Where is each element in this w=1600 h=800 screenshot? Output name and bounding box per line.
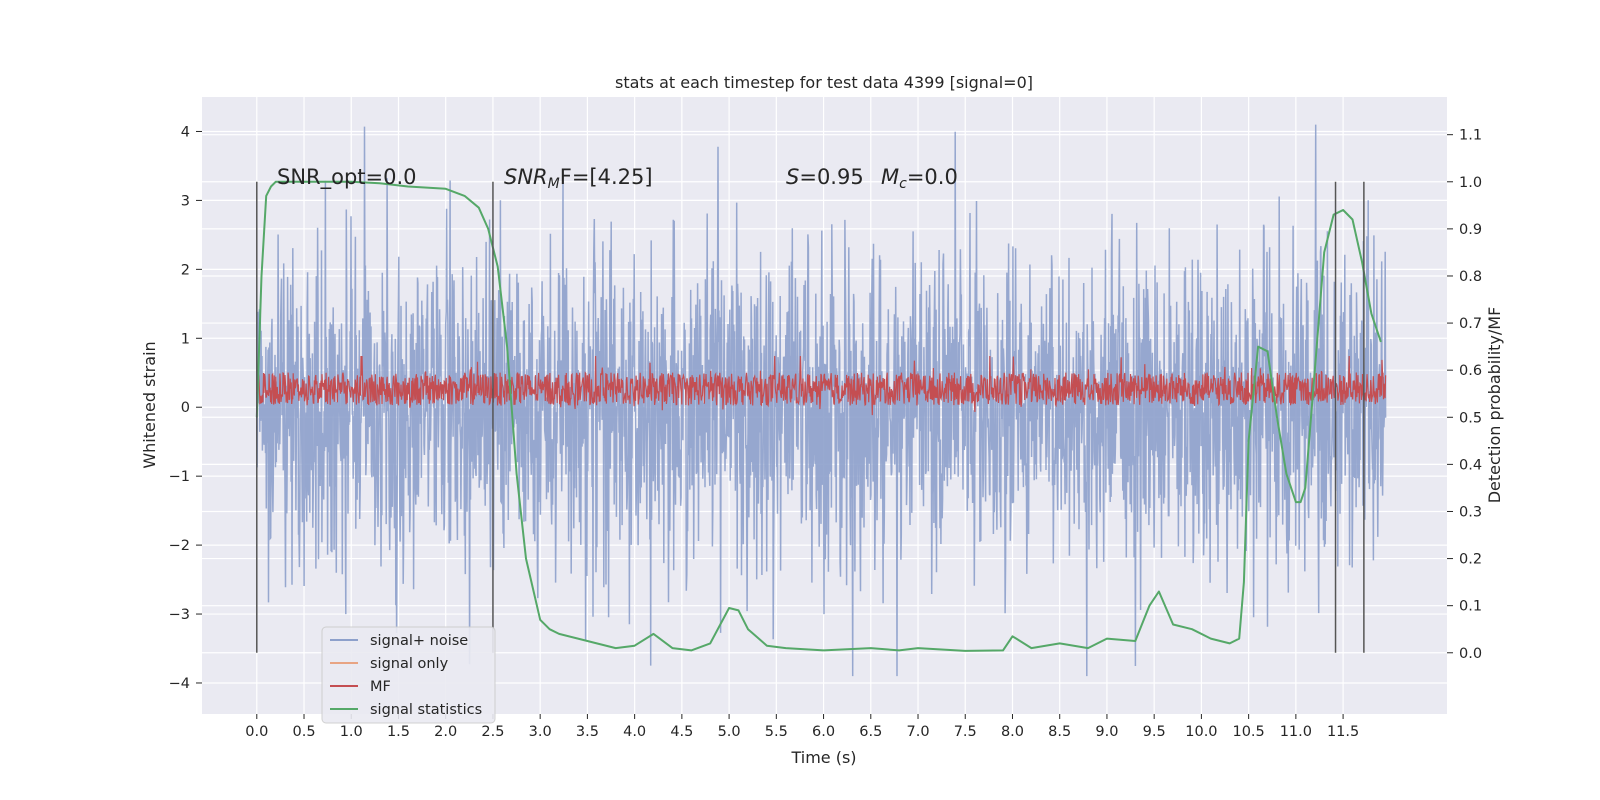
annotation-snr-opt: SNR_opt=0.0 — [277, 165, 417, 190]
x-tick-label: 0.5 — [292, 724, 315, 740]
x-tick-label: 1.5 — [387, 724, 410, 740]
annotation-mc: Mc=0.0 — [881, 165, 958, 192]
x-tick-label: 4.0 — [623, 724, 646, 740]
annotation-snr-mf-sub: M — [548, 176, 560, 192]
y-tick-label: 0 — [181, 400, 190, 416]
y2-tick-label: 0.6 — [1459, 363, 1482, 379]
x-tick-label: 4.5 — [670, 724, 693, 740]
series-mf — [256, 355, 1387, 416]
x-tick-label: 8.5 — [1048, 724, 1071, 740]
legend-label-noise: signal+ noise — [370, 633, 468, 649]
x-tick-label: 1.0 — [340, 724, 363, 740]
y2-tick-label: 0.9 — [1459, 222, 1482, 238]
y2-tick-label: 0.8 — [1459, 269, 1482, 285]
legend-label-signal-statistics: signal statistics — [370, 702, 482, 718]
y-tick-label: −4 — [169, 676, 190, 692]
y2-tick-labels: 1.1 1.0 0.9 0.8 0.7 0.6 0.5 0.4 0.3 0.2 0.1 0.0 — [1447, 128, 1482, 662]
x-tick-label: 9.5 — [1143, 724, 1166, 740]
annotation-mc-rest: =0.0 — [907, 165, 958, 189]
y2-tick-label: 1.0 — [1459, 175, 1482, 191]
x-tick-label: 2.5 — [481, 724, 504, 740]
x-tick-label: 3.5 — [576, 724, 599, 740]
chart-title: stats at each timestep for test data 439… — [615, 73, 1033, 92]
x-tick-label: 10.5 — [1232, 724, 1264, 740]
x-tick-label: 5.0 — [718, 724, 741, 740]
annotation-s-main: S — [786, 165, 799, 189]
x-tick-label: 7.5 — [954, 724, 977, 740]
y-tick-label: 3 — [181, 193, 190, 209]
x-axis-label: Time (s) — [790, 748, 856, 767]
x-tick-label: 2.0 — [434, 724, 457, 740]
x-tick-label: 8.0 — [1001, 724, 1024, 740]
x-tick-label: 11.5 — [1327, 724, 1359, 740]
annotation-s: S=0.95 — [786, 165, 864, 189]
x-tick-label: 6.0 — [812, 724, 835, 740]
y2-tick-label: 0.2 — [1459, 552, 1482, 568]
y-tick-labels: 4 3 2 1 0 −1 −2 −3 −4 — [169, 124, 202, 692]
x-tick-label: 11.0 — [1280, 724, 1312, 740]
x-tick-label: 0.0 — [245, 724, 268, 740]
y2-tick-label: 0.5 — [1459, 410, 1482, 426]
x-tick-labels: 0.0 0.5 1.0 1.5 2.0 2.5 3.0 3.5 4.0 4.5 5.0 5.5 6.0 6… — [245, 714, 1359, 740]
annotation-mc-main: M — [881, 165, 899, 189]
y-tick-label: 2 — [181, 262, 190, 278]
y-tick-label: −1 — [169, 469, 190, 485]
y2-tick-label: 0.0 — [1459, 646, 1482, 662]
y-tick-label: −2 — [169, 538, 190, 554]
annotation-mc-sub: c — [899, 176, 907, 192]
x-tick-label: 9.0 — [1095, 724, 1118, 740]
annotation-snr-mf-rest: F=[4.25] — [560, 165, 653, 189]
y-axis-label: Whitened strain — [140, 341, 159, 468]
legend-label-mf: MF — [370, 679, 391, 695]
series-signal-statistics — [255, 180, 1382, 652]
y-tick-label: 4 — [181, 124, 190, 140]
annotation-snr-mf: SNRMF=[4.25] — [504, 165, 653, 192]
y2-tick-label: 0.7 — [1459, 316, 1482, 332]
y2-tick-label: 0.1 — [1459, 599, 1482, 615]
y2-tick-label: 0.4 — [1459, 457, 1482, 473]
line-signal-statistics — [255, 180, 1382, 652]
y2-tick-label: 0.3 — [1459, 504, 1482, 520]
vertical-markers — [256, 181, 1365, 653]
annotation-snr-mf-main: SNR — [504, 165, 548, 189]
y2-tick-label: 1.1 — [1459, 128, 1482, 144]
legend-box — [321, 626, 496, 724]
x-tick-label: 6.5 — [859, 724, 882, 740]
legend: signal+ noise signal only MF signal stat… — [321, 626, 496, 724]
y-tick-label: 1 — [181, 331, 190, 347]
x-tick-label: 10.0 — [1185, 724, 1217, 740]
x-tick-label: 3.0 — [529, 724, 552, 740]
x-tick-label: 7.0 — [906, 724, 929, 740]
legend-label-signal-only: signal only — [370, 656, 449, 672]
annotation-s-rest: =0.95 — [799, 165, 863, 189]
y-tick-label: −3 — [169, 607, 190, 623]
line-mf — [256, 355, 1387, 416]
x-tick-label: 5.5 — [765, 724, 788, 740]
y2-axis-label: Detection probability/MF — [1485, 307, 1504, 504]
